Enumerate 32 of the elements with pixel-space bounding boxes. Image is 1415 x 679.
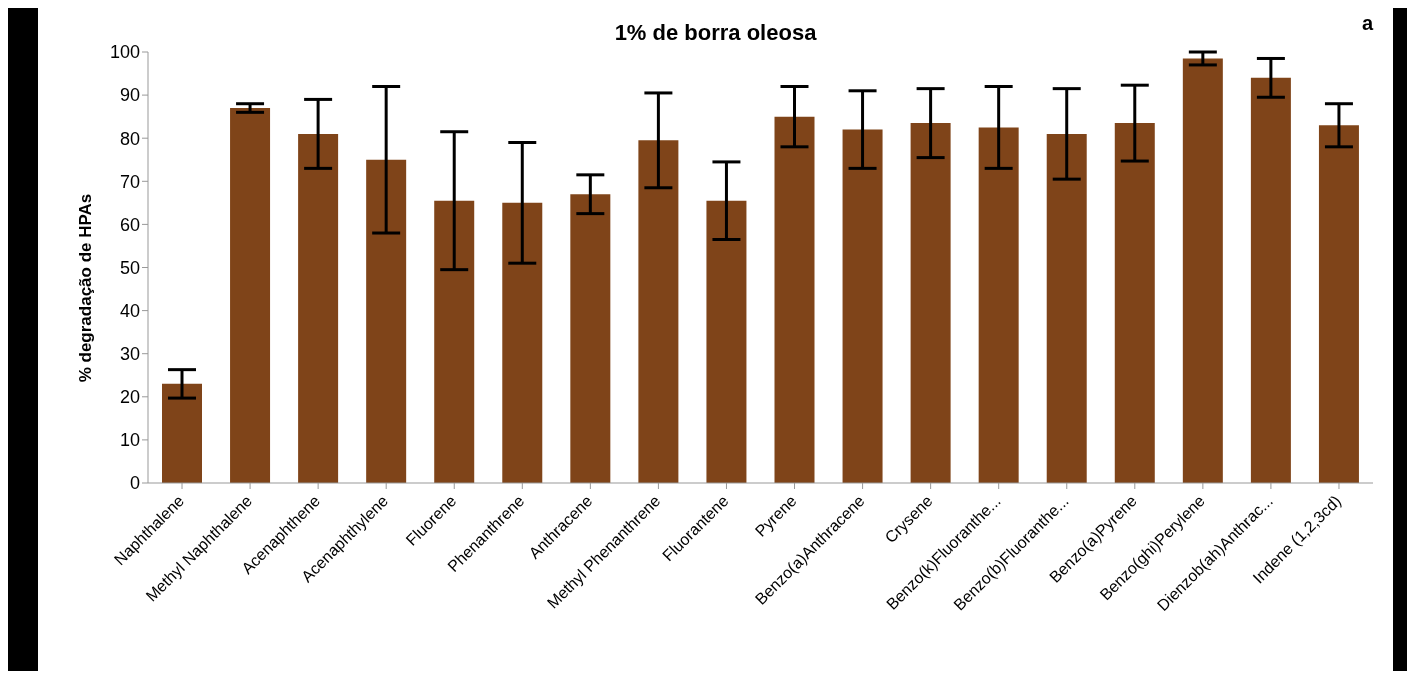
bar (570, 194, 611, 483)
y-tick-label: 50 (119, 257, 140, 278)
y-tick-label: 20 (119, 387, 140, 408)
bar (366, 159, 407, 483)
y-tick-label: 40 (119, 300, 140, 321)
bar (978, 127, 1019, 483)
bar (1250, 77, 1291, 483)
bar (842, 129, 883, 483)
y-tick-label: 0 (129, 473, 140, 494)
bar (1114, 123, 1155, 483)
bar (434, 200, 475, 483)
y-axis-title: % degradação de HPAs (76, 193, 96, 383)
bar (1182, 58, 1223, 483)
y-tick-label: 30 (119, 344, 140, 365)
bar (298, 133, 339, 483)
bar (230, 108, 271, 483)
bar (638, 140, 679, 483)
y-tick-label: 10 (119, 430, 140, 451)
y-tick-label: 70 (119, 171, 140, 192)
bar (162, 383, 202, 483)
y-tick-label: 80 (119, 128, 140, 149)
text: a (1361, 12, 1373, 35)
y-tick-label: 100 (109, 42, 140, 63)
bar (1046, 133, 1087, 483)
bar (1318, 125, 1359, 483)
bar (706, 200, 747, 483)
y-tick-label: 90 (119, 85, 140, 106)
bar (910, 123, 951, 483)
y-tick-label: 60 (119, 214, 140, 235)
chart-title: 1% de borra oleosa (614, 20, 817, 45)
bar (774, 116, 815, 483)
bar (502, 202, 543, 483)
